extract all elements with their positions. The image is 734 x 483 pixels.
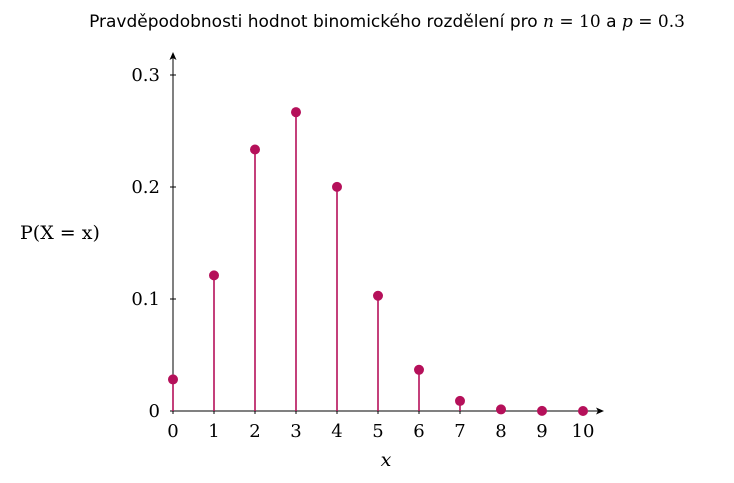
y-ticks: 0 0.1 0.2 0.3 xyxy=(131,65,176,422)
data-point xyxy=(250,144,260,155)
title-equals-1: = xyxy=(554,12,579,32)
y-tick-label: 0.1 xyxy=(131,289,160,310)
data-point xyxy=(455,395,465,406)
x-tick-label: 9 xyxy=(536,421,547,442)
data-point xyxy=(496,404,506,415)
x-tick-label: 0 xyxy=(167,421,178,442)
data-point xyxy=(332,181,342,192)
x-tick-label: 2 xyxy=(249,421,260,442)
x-tick-label: 8 xyxy=(495,421,506,442)
stems xyxy=(168,107,588,416)
data-point xyxy=(209,270,219,281)
title-n-value: 10 xyxy=(579,12,601,32)
data-point xyxy=(414,364,424,375)
y-axis-label: P(X = x) xyxy=(20,222,100,244)
data-point xyxy=(373,290,383,301)
x-axis-arrow-icon xyxy=(596,407,604,415)
data-point xyxy=(537,405,547,416)
data-point xyxy=(291,107,301,118)
title-n-symbol: n xyxy=(543,12,554,32)
x-tick-label: 6 xyxy=(413,421,424,442)
x-tick-label: 4 xyxy=(331,421,342,442)
title-text-2: a xyxy=(601,12,622,32)
x-tick-label: 5 xyxy=(372,421,383,442)
title-equals-2: = xyxy=(633,12,658,32)
y-tick-label: 0 xyxy=(149,401,160,422)
data-point xyxy=(578,406,588,416)
x-tick-label: 1 xyxy=(208,421,219,442)
title-p-value: 0.3 xyxy=(658,12,685,32)
x-axis-label: x xyxy=(381,449,392,471)
chart-title: Pravděpodobnosti hodnot binomického rozd… xyxy=(89,12,685,32)
x-tick-label: 3 xyxy=(290,421,301,442)
x-tick-label: 7 xyxy=(454,421,465,442)
x-ticks: 0 1 2 3 4 5 6 7 8 9 10 xyxy=(167,408,594,442)
title-p-symbol: p xyxy=(622,12,633,32)
x-tick-label: 10 xyxy=(572,421,595,442)
title-text-1: Pravděpodobnosti hodnot binomického rozd… xyxy=(89,12,543,32)
data-point xyxy=(168,374,178,385)
y-axis-arrow-icon xyxy=(169,52,177,60)
axes xyxy=(169,52,604,415)
y-tick-label: 0.2 xyxy=(131,177,160,198)
y-tick-label: 0.3 xyxy=(131,65,160,86)
